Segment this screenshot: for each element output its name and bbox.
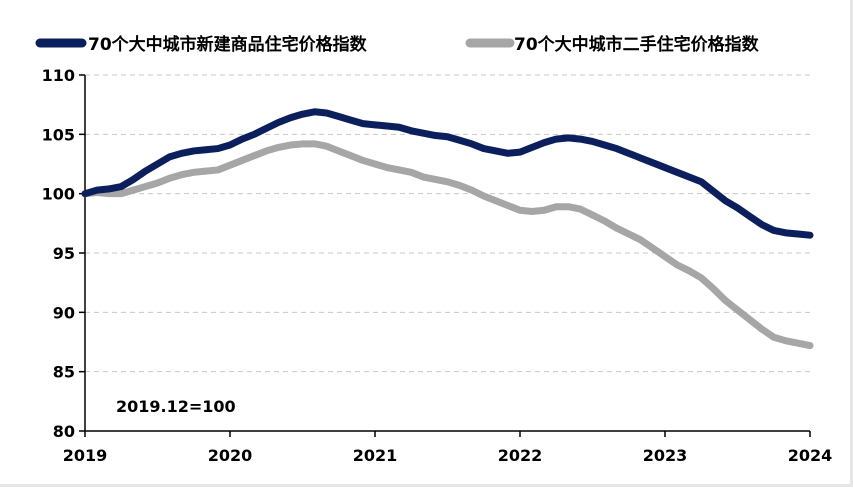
y-tick-label-100: 100 (42, 185, 75, 204)
y-tick-label-110: 110 (42, 66, 75, 85)
x-tick-label-2024: 2024 (788, 446, 833, 465)
x-tick-label-2020: 2020 (208, 446, 253, 465)
x-tick-label-2022: 2022 (498, 446, 543, 465)
series-lines (81, 108, 814, 350)
y-tick-label-90: 90 (53, 303, 75, 322)
y-tick-label-85: 85 (53, 363, 75, 382)
legend-label-second-hand: 70个大中城市二手住宅价格指数 (514, 34, 760, 55)
y-tick-label-105: 105 (42, 125, 75, 144)
series-line-new-homes (81, 108, 814, 239)
legend: 70个大中城市新建商品住宅价格指数 70个大中城市二手住宅价格指数 (35, 34, 760, 55)
series-line-second-hand (81, 140, 814, 350)
y-tick-label-95: 95 (53, 244, 75, 263)
y-ticks: 80 85 90 95 100 105 110 (42, 66, 85, 441)
x-tick-label-2019: 2019 (63, 446, 108, 465)
gridlines (85, 74, 810, 373)
x-tick-label-2023: 2023 (643, 446, 688, 465)
y-tick-label-80: 80 (53, 422, 75, 441)
base-annotation: 2019.12=100 (116, 397, 236, 416)
legend-label-new-homes: 70个大中城市新建商品住宅价格指数 (88, 34, 368, 55)
x-ticks: 2019 2020 2021 2022 2023 2024 (63, 431, 833, 465)
x-tick-label-2021: 2021 (353, 446, 398, 465)
